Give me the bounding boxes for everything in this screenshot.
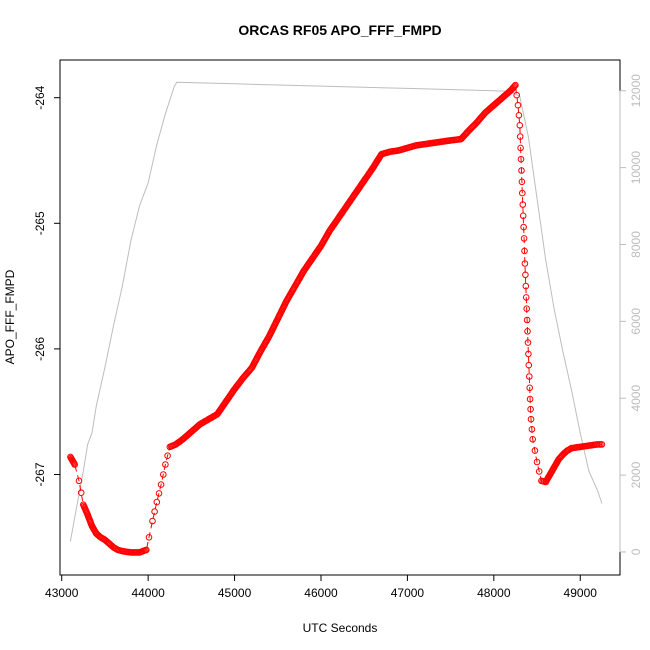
data-point <box>71 461 78 468</box>
y2-tick-label: 2000 <box>629 461 643 488</box>
apo-series <box>67 81 606 556</box>
data-point <box>521 247 528 255</box>
data-point <box>526 395 534 403</box>
data-point <box>149 517 156 525</box>
apo-line <box>69 83 602 553</box>
y-axis: -264 -265 -266 -267 <box>33 85 61 487</box>
data-point <box>153 498 161 506</box>
data-point <box>525 350 532 358</box>
data-point <box>143 546 150 554</box>
data-point <box>522 294 530 301</box>
y-tick-label: -264 <box>33 85 47 109</box>
data-point <box>598 441 606 448</box>
data-point <box>511 82 518 90</box>
x-tick-label: 44000 <box>131 586 165 600</box>
data-point <box>526 384 534 392</box>
data-point <box>162 461 169 468</box>
data-point <box>524 328 531 335</box>
chart-title: ORCAS RF05 APO_FFF_FMPD <box>238 22 441 38</box>
data-point <box>522 282 530 290</box>
data-point <box>520 223 527 231</box>
data-point <box>526 373 533 380</box>
y2-tick-label: 0 <box>629 548 643 555</box>
x-tick-label: 46000 <box>304 586 338 600</box>
data-point <box>528 426 536 433</box>
y2-axis: 0 2000 4000 6000 8000 10000 12000 <box>619 74 643 555</box>
data-point <box>523 305 531 313</box>
data-point <box>516 122 524 129</box>
data-point <box>516 133 524 140</box>
data-point <box>533 458 541 466</box>
altitude-series <box>69 81 603 542</box>
data-point <box>529 436 537 443</box>
data-point <box>523 316 531 324</box>
x-tick-label: 48000 <box>477 586 511 600</box>
x-tick-label: 43000 <box>45 586 79 600</box>
data-point <box>517 155 525 163</box>
y2-tick-label: 10000 <box>629 151 643 185</box>
y-axis-label: APO_FFF_FMPD <box>3 269 17 364</box>
y2-tick-label: 8000 <box>629 231 643 258</box>
data-point <box>145 534 153 541</box>
data-point <box>518 178 526 186</box>
data-point <box>520 235 528 242</box>
y2-tick-label: 12000 <box>629 74 643 108</box>
data-point <box>513 91 521 99</box>
data-point <box>514 101 522 109</box>
data-point <box>155 490 163 497</box>
plot-frame <box>59 59 621 576</box>
y-tick-label: -267 <box>33 462 47 486</box>
y-tick-label: -265 <box>33 211 47 235</box>
x-axis-label: UTC Seconds <box>303 621 378 635</box>
data-point <box>531 447 539 454</box>
x-axis: 43000 44000 45000 46000 47000 48000 49000 <box>45 574 598 600</box>
data-point <box>164 452 171 460</box>
data-point <box>510 83 518 91</box>
data-point <box>521 260 529 267</box>
data-point <box>535 468 543 475</box>
data-point <box>519 201 527 208</box>
data-point <box>515 112 523 119</box>
data-point <box>518 167 525 174</box>
y2-tick-label: 6000 <box>629 308 643 335</box>
data-point <box>517 144 524 152</box>
data-point <box>77 489 85 497</box>
data-point <box>527 415 535 423</box>
data-point <box>157 481 165 488</box>
data-point <box>525 361 533 369</box>
x-tick-label: 47000 <box>391 586 425 600</box>
data-point <box>527 405 534 413</box>
x-tick-label: 49000 <box>564 586 598 600</box>
x-tick-label: 45000 <box>218 586 252 600</box>
y-tick-label: -266 <box>33 337 47 361</box>
data-point <box>75 477 83 485</box>
altitude-line <box>69 81 603 542</box>
data-point <box>524 339 532 346</box>
data-point <box>151 508 158 515</box>
data-point <box>519 212 527 220</box>
y2-tick-label: 4000 <box>629 385 643 412</box>
data-point <box>519 189 526 197</box>
data-point <box>522 271 529 279</box>
data-point <box>160 471 167 478</box>
data-point <box>512 81 519 89</box>
